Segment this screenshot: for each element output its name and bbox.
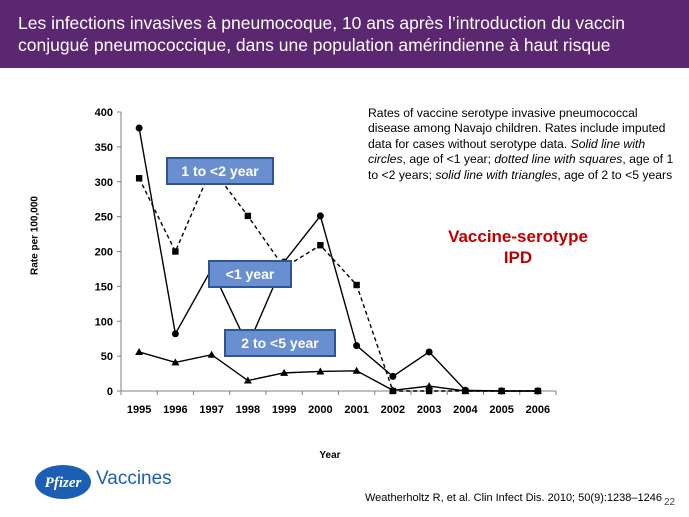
- data-point-square: [353, 281, 360, 289]
- data-point-circle: [389, 372, 397, 380]
- x-tick-label: 1997: [199, 404, 223, 416]
- description-italic: Solid line with circles: [368, 136, 646, 167]
- chart-description: Rates of vaccine serotype invasive pneum…: [368, 106, 680, 183]
- description-text: , age of <1 year;: [402, 152, 495, 167]
- x-axis-label: Year: [319, 450, 341, 461]
- x-tick-label: 1998: [236, 404, 260, 416]
- y-tick-label: 100: [95, 316, 113, 328]
- y-tick-label: 0: [107, 386, 113, 398]
- data-point-triangle: [207, 350, 216, 358]
- series-label-2-to-5-year: 2 to <5 year: [224, 329, 336, 357]
- x-tick-label: 2001: [344, 404, 368, 416]
- big-label-line2: IPD: [503, 248, 533, 267]
- data-point-triangle: [497, 387, 506, 394]
- description-text: , age of 2 to <5 years: [557, 167, 673, 182]
- data-point-circle: [135, 124, 143, 132]
- description-italic: solid line with triangles: [435, 167, 558, 182]
- page-number: 22: [664, 497, 676, 508]
- description-text: , age of 1 to <2 years;: [368, 152, 674, 182]
- data-point-triangle: [135, 347, 144, 355]
- data-point-triangle: [280, 368, 289, 376]
- y-tick-label: 250: [95, 212, 113, 224]
- data-point-triangle: [316, 367, 325, 375]
- data-point-triangle: [533, 387, 542, 394]
- chart-axes: 0 50 100 150 200 250 300 350 400 1995 1996 1997 1998…: [95, 107, 557, 416]
- y-tick-label: 200: [95, 247, 113, 259]
- data-point-circle: [353, 342, 361, 350]
- x-tick-label: 2004: [453, 404, 478, 416]
- data-point-circle: [316, 212, 324, 220]
- data-point-square: [244, 212, 252, 220]
- x-tick-label: 2006: [526, 404, 550, 416]
- x-tick-label: 2003: [417, 404, 441, 416]
- data-point-circle: [171, 330, 179, 338]
- data-point-triangle: [425, 382, 434, 390]
- vaccine-serotype-ipd-label: Vaccine-serotype IPD: [418, 226, 618, 268]
- data-point-triangle: [388, 386, 397, 394]
- y-tick-label: 350: [95, 142, 113, 154]
- y-tick-label: 300: [95, 177, 113, 189]
- x-tick-label: 2002: [381, 404, 405, 416]
- slide-title: Les infections invasives à pneumocoque, …: [18, 13, 626, 55]
- data-point-triangle: [243, 376, 252, 384]
- data-point-triangle: [171, 358, 180, 366]
- data-point-square: [425, 387, 433, 395]
- description-text: Rates of vaccine serotype invasive pneum…: [368, 106, 666, 151]
- slide-header: Les infections invasives à pneumocoque, …: [0, 0, 689, 68]
- series-line: [138, 351, 538, 392]
- data-point-square: [135, 175, 143, 182]
- data-point-triangle: [352, 366, 361, 374]
- series-label-1-to-2-year: 1 to <2 year: [166, 157, 274, 185]
- data-point-square: [172, 248, 179, 255]
- y-tick-label: 400: [95, 107, 113, 119]
- svg-text:Pfizer: Pfizer: [45, 475, 82, 491]
- series-label-under-1-year: <1 year: [208, 260, 292, 288]
- x-tick-label: 1995: [127, 404, 151, 416]
- citation: Weatherholtz R, et al. Clin Infect Dis. …: [365, 492, 662, 504]
- x-tick-label: 2000: [308, 404, 332, 416]
- x-tick-label: 2005: [489, 404, 513, 416]
- data-point-triangle: [461, 387, 470, 394]
- x-tick-label: 1999: [272, 404, 296, 416]
- data-point-square: [317, 242, 324, 249]
- y-tick-label: 50: [101, 351, 113, 363]
- pfizer-logo-icon: Pfizer: [35, 465, 91, 499]
- x-tick-label: 1996: [163, 404, 187, 416]
- y-tick-label: 150: [95, 281, 113, 293]
- big-label-line1: Vaccine-serotype: [448, 227, 588, 246]
- data-point-circle: [425, 348, 433, 356]
- y-axis-label: Rate per 100,000: [29, 196, 41, 275]
- logo-text: Vaccines: [96, 468, 172, 489]
- description-italic: dotted line with squares: [494, 152, 623, 167]
